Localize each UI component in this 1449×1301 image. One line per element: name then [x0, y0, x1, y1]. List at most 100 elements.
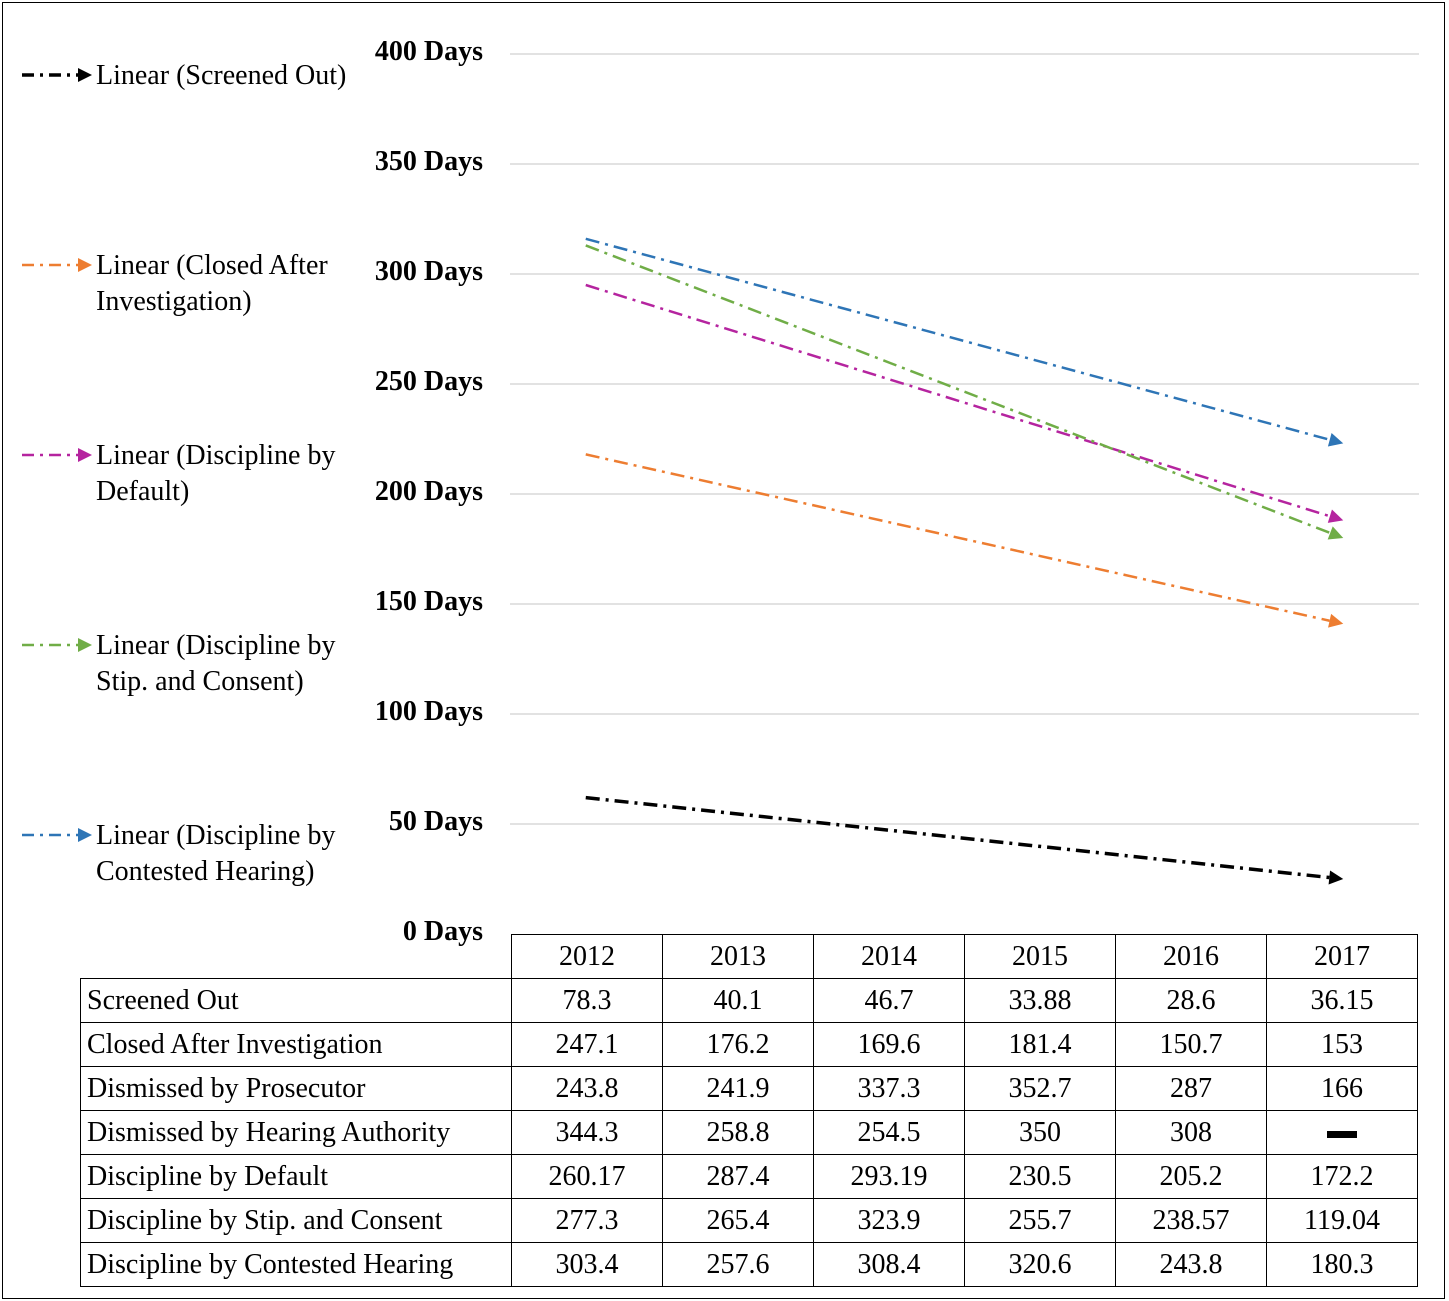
legend-swatch [22, 828, 92, 842]
table-cell: 344.3 [511, 1110, 663, 1155]
table-row: Closed After Investigation 247.1 176.2 169.… [80, 1022, 1418, 1067]
table-cell: 36.15 [1266, 978, 1418, 1023]
table-cell: 78.3 [511, 978, 663, 1023]
y-tick-label: 350 Days [374, 146, 483, 177]
table-cell: 287.4 [662, 1154, 814, 1199]
table-cell: 150.7 [1115, 1022, 1267, 1067]
table-cell: 172.2 [1266, 1154, 1418, 1199]
legend-item: Linear (Closed After Investigation) [20, 248, 356, 320]
table-cell: 258.8 [662, 1110, 814, 1155]
table-row-label: Discipline by Default [80, 1154, 512, 1199]
table-row-label: Dismissed by Prosecutor [80, 1066, 512, 1111]
table-cell: 257.6 [662, 1242, 814, 1287]
table-cell: 308.4 [813, 1242, 965, 1287]
y-tick-label: 250 Days [374, 366, 483, 397]
legend-label: Linear (Closed After Investigation) [96, 250, 328, 317]
table-row: Dismissed by Prosecutor 243.8 241.9 337.3 35… [80, 1066, 1418, 1111]
trendline-arrowhead [1327, 509, 1344, 523]
table-cell: 303.4 [511, 1242, 663, 1287]
table-row-label: Discipline by Contested Hearing [80, 1242, 512, 1287]
table-cell: 153 [1266, 1022, 1418, 1067]
legend-label: Linear (Discipline by Contested Hearing) [96, 820, 336, 887]
table-row: Discipline by Default 260.17 287.4 293.19 23… [80, 1154, 1418, 1199]
table-cell: 277.3 [511, 1198, 663, 1243]
table-cell: 28.6 [1115, 978, 1267, 1023]
table-cell: 243.8 [511, 1066, 663, 1111]
legend-swatch [22, 258, 92, 272]
table-cell: 238.57 [1115, 1198, 1267, 1243]
y-tick-label: 300 Days [374, 256, 483, 287]
table-cell: 176.2 [662, 1022, 814, 1067]
table-cell: 260.17 [511, 1154, 663, 1199]
table-row-label: Dismissed by Hearing Authority [80, 1110, 512, 1155]
table-cell: 323.9 [813, 1198, 965, 1243]
table-cell: 337.3 [813, 1066, 965, 1111]
table-row: Screened Out 78.3 40.1 46.7 33.88 28.6 36.15 [80, 978, 1418, 1023]
table-cell: 169.6 [813, 1022, 965, 1067]
table-body: Screened Out 78.3 40.1 46.7 33.88 28.6 36.15 Cl… [80, 978, 1418, 1287]
table-cell: 40.1 [662, 978, 814, 1023]
table-header-row: 2012 2013 2014 2015 2016 2017 [80, 934, 1418, 979]
legend-label: Linear (Discipline by Default) [96, 440, 336, 507]
table-cell: 350 [964, 1110, 1116, 1155]
table-cell: 265.4 [662, 1198, 814, 1243]
trendline-arrowhead [1328, 870, 1344, 885]
table-cell: 119.04 [1266, 1198, 1418, 1243]
legend-item: Linear (Screened Out) [20, 58, 356, 94]
table-cell: 166 [1266, 1066, 1418, 1111]
trendline [585, 795, 1330, 880]
no-data-dash [1327, 1130, 1357, 1138]
trendline [585, 244, 1331, 535]
trendline-arrowhead [1327, 526, 1344, 540]
table-cell: 247.1 [511, 1022, 663, 1067]
data-table: 2012 2013 2014 2015 2016 2017 Screened Out 78.… [80, 934, 1418, 1287]
table-row: Discipline by Stip. and Consent 277.3 265.… [80, 1198, 1418, 1243]
gridlines [510, 53, 1419, 825]
trendlines [585, 237, 1344, 885]
trendline-arrowhead [1327, 432, 1344, 447]
table-cell: 230.5 [964, 1154, 1116, 1199]
table-cell: 308 [1115, 1110, 1267, 1155]
legend-swatch [22, 68, 92, 82]
table-year-header: 2013 [662, 934, 814, 979]
y-tick-label: 200 Days [374, 476, 483, 507]
trendline [585, 283, 1331, 518]
table-cell: 243.8 [1115, 1242, 1267, 1287]
table-cell: 287 [1115, 1066, 1267, 1111]
table-year-header: 2017 [1266, 934, 1418, 979]
table-row-label: Closed After Investigation [80, 1022, 512, 1067]
table-cell: 255.7 [964, 1198, 1116, 1243]
legend-label: Linear (Discipline by Stip. and Consent) [96, 630, 336, 697]
table-row-label: Discipline by Stip. and Consent [80, 1198, 512, 1243]
trendline [585, 237, 1331, 441]
legend-label: Linear (Screened Out) [96, 60, 347, 91]
legend-item: Linear (Discipline by Stip. and Consent) [20, 628, 356, 700]
legend-item: Linear (Discipline by Default) [20, 438, 356, 510]
table-row: Discipline by Contested Hearing 303.4 257.… [80, 1242, 1418, 1287]
table-cell: 241.9 [662, 1066, 814, 1111]
y-tick-label: 100 Days [374, 696, 483, 727]
table-cell: 352.7 [964, 1066, 1116, 1111]
table-year-header: 2015 [964, 934, 1116, 979]
y-tick-label: 150 Days [374, 586, 483, 617]
trendline-arrowhead [1328, 613, 1344, 628]
table-cell: 33.88 [964, 978, 1116, 1023]
table-cell: 180.3 [1266, 1242, 1418, 1287]
legend-swatch [22, 448, 92, 462]
legend-item: Linear (Discipline by Contested Hearing) [20, 818, 356, 890]
y-tick-label: 50 Days [388, 806, 483, 837]
legend-swatch [22, 638, 92, 652]
table-year-header: 2012 [511, 934, 663, 979]
trendline [585, 453, 1330, 622]
table-corner [80, 934, 512, 979]
table-cell: 254.5 [813, 1110, 965, 1155]
table-row-label: Screened Out [80, 978, 512, 1023]
table-cell-empty [1266, 1110, 1418, 1155]
y-tick-label: 400 Days [374, 36, 483, 67]
table-cell: 320.6 [964, 1242, 1116, 1287]
table-cell: 293.19 [813, 1154, 965, 1199]
table-cell: 46.7 [813, 978, 965, 1023]
table-row: Dismissed by Hearing Authority 344.3 258.8… [80, 1110, 1418, 1155]
